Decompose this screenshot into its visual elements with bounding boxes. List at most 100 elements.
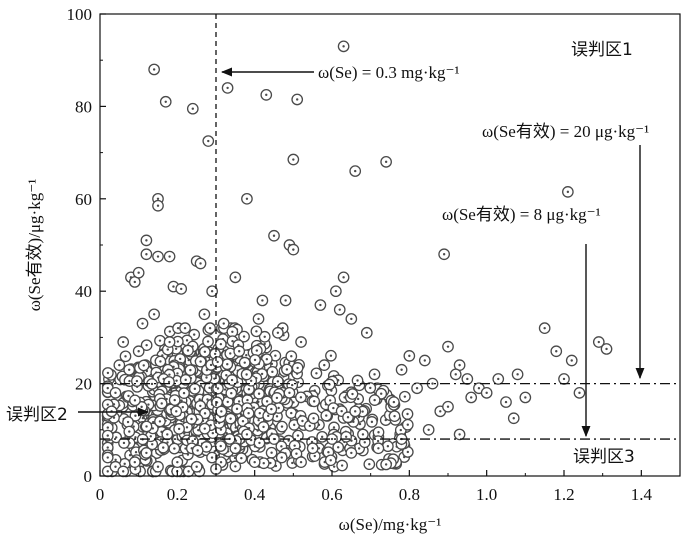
data-point: [128, 456, 141, 468]
data-point: [330, 285, 342, 298]
data-point: [238, 356, 251, 369]
data-point: [168, 394, 181, 406]
data-point: [241, 428, 253, 441]
y-tick-label: 100: [67, 5, 93, 24]
data-point: [129, 394, 141, 407]
data-point: [179, 373, 192, 386]
data-point: [291, 93, 304, 106]
data-point: [316, 430, 328, 443]
data-point: [229, 460, 242, 473]
data-point: [118, 437, 130, 449]
data-point: [271, 375, 284, 388]
data-point: [185, 413, 198, 425]
data-point: [229, 271, 242, 284]
data-point: [170, 405, 183, 418]
data-point: [372, 442, 385, 455]
data-point: [292, 429, 304, 442]
hline-20-label: ω(Se有效) = 20 μg·kg⁻¹: [482, 122, 649, 141]
data-point: [253, 437, 266, 449]
hline-8-label: ω(Se有效) = 8 μg·kg⁻¹: [442, 205, 601, 224]
data-point: [229, 442, 242, 455]
data-point: [217, 317, 230, 330]
data-point: [123, 425, 136, 438]
data-point: [449, 368, 462, 381]
data-point: [233, 345, 246, 358]
data-point: [308, 395, 321, 408]
data-point: [148, 63, 160, 76]
data-point: [101, 451, 114, 464]
zone-2-label: 误判区2: [6, 405, 68, 425]
data-point: [241, 192, 253, 205]
data-point: [190, 460, 203, 473]
data-point: [215, 405, 228, 418]
data-point: [199, 407, 211, 420]
data-point: [198, 422, 211, 435]
y-tick-label: 0: [84, 467, 93, 486]
data-point: [357, 428, 369, 441]
data-point: [349, 405, 362, 418]
data-point: [250, 344, 263, 357]
data-point: [519, 391, 532, 404]
data-point: [184, 364, 197, 376]
data-point: [380, 458, 392, 471]
data-point: [140, 248, 153, 261]
data-point: [465, 391, 478, 404]
data-point: [175, 283, 188, 295]
data-point: [349, 165, 362, 177]
data-points: [101, 40, 613, 478]
data-point: [119, 350, 132, 363]
data-point: [140, 447, 153, 459]
data-point: [148, 308, 160, 321]
y-tick-label: 80: [75, 97, 92, 116]
data-point: [113, 359, 126, 371]
data-point: [366, 416, 378, 428]
data-point: [214, 440, 227, 452]
data-point: [198, 308, 211, 321]
data-point: [279, 294, 292, 307]
data-point: [573, 386, 586, 399]
x-tick-label: 0.2: [167, 485, 188, 504]
data-point: [550, 345, 563, 358]
data-point: [275, 451, 288, 464]
data-point: [221, 358, 234, 371]
x-tick-label: 1.4: [631, 485, 653, 504]
axis-ticks: 0 0.2 0.4 0.6 0.8 1.0 1.2 1.4 0 20 40 60 80 100: [67, 5, 681, 504]
data-point: [461, 373, 474, 385]
y-axis-label: ω(Se有效)/μg·kg⁻¹: [25, 179, 44, 312]
data-point: [266, 366, 279, 378]
data-point: [310, 367, 323, 380]
data-point: [442, 400, 454, 413]
data-point: [194, 257, 207, 270]
data-point: [345, 313, 358, 325]
x-tick-label: 0.8: [399, 485, 420, 504]
data-point: [253, 387, 265, 400]
data-point: [188, 382, 201, 395]
data-point: [182, 344, 194, 357]
data-point: [480, 386, 493, 399]
data-point: [252, 313, 265, 325]
data-point: [152, 460, 164, 473]
data-point: [411, 382, 423, 395]
x-tick-label: 0.6: [321, 485, 342, 504]
data-point: [173, 423, 185, 435]
data-point: [268, 229, 280, 242]
data-point: [123, 363, 136, 376]
data-point: [285, 350, 298, 363]
data-point: [333, 303, 346, 316]
data-point: [324, 454, 337, 467]
data-point: [199, 345, 211, 358]
data-point: [159, 95, 172, 108]
data-point: [109, 386, 122, 399]
data-point: [538, 322, 551, 335]
x-tick-label: 1.2: [553, 485, 574, 504]
data-point: [214, 338, 227, 351]
data-point: [140, 339, 153, 352]
data-point: [388, 396, 400, 408]
data-point: [368, 368, 381, 381]
data-point: [265, 403, 278, 415]
data-point: [102, 367, 114, 379]
data-point: [225, 387, 238, 400]
data-point: [295, 456, 307, 468]
data-point: [283, 386, 296, 399]
